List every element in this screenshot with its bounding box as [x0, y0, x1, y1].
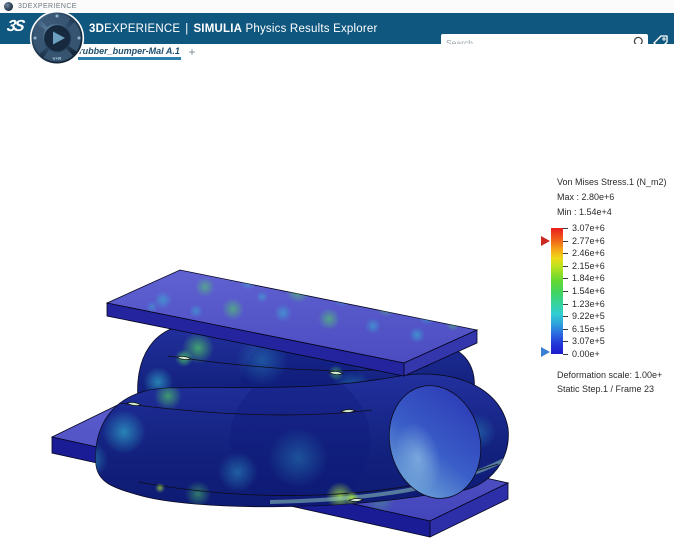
tick-label: 1.54e+6	[572, 286, 605, 296]
play-icon	[53, 31, 65, 45]
tick-label: 1.23e+6	[572, 299, 605, 309]
tab-bar: rubber_bumper-Mal A.1 +	[0, 44, 674, 60]
os-title-bar: 3DEXPERIENCE	[0, 0, 674, 13]
deformation-scale-label: Deformation scale: 1.00e+	[557, 370, 663, 380]
3d-viewport[interactable]: Von Mises Stress.1 (N_m2) Max : 2.80e+6 …	[0, 60, 674, 559]
app-header: 3S 3D EXPERIENCE | SIMULIA Physics Results …	[0, 13, 674, 51]
min-marker-icon	[541, 347, 550, 357]
new-tab-button[interactable]: +	[188, 45, 196, 59]
product-bold: SIMULIA	[193, 22, 243, 35]
tick-label: 1.84e+6	[572, 273, 605, 283]
tick-label: 0.00e+	[572, 349, 600, 359]
tick-label: 2.77e+6	[572, 236, 605, 246]
lower-rubber-end-cap	[388, 385, 482, 499]
colorbar-tick: 1.23e+6	[563, 299, 605, 309]
tab-rubber-bumper[interactable]: rubber_bumper-Mal A.1	[78, 44, 181, 60]
colorbar-tick: 2.15e+6	[563, 261, 605, 271]
bumper-model	[50, 269, 510, 538]
legend-max: Max : 2.80e+6	[557, 192, 615, 202]
colorbar-tick: 3.07e+6	[563, 223, 605, 233]
compass-widget[interactable]: V+R	[29, 10, 85, 66]
colorbar-tick: 6.15e+5	[563, 324, 605, 334]
stress-colorbar	[551, 228, 563, 354]
tick-label: 3.07e+5	[572, 336, 605, 346]
colorbar-tick: 2.77e+6	[563, 236, 605, 246]
colorbar-tick: 1.54e+6	[563, 286, 605, 296]
app-title: 3D EXPERIENCE | SIMULIA Physics Results Exp…	[89, 13, 378, 44]
dassault-3ds-logo-icon: 3S	[5, 18, 25, 35]
tick-label: 9.22e+5	[572, 311, 605, 321]
tab-label: rubber_bumper-Mal A.1	[79, 45, 180, 56]
colorbar-tick: 1.84e+6	[563, 273, 605, 283]
colorbar-tick: 9.22e+5	[563, 311, 605, 321]
lower-rubber	[95, 373, 509, 508]
colorbar-tick: 0.00e+	[563, 349, 600, 359]
title-separator: |	[185, 22, 189, 35]
tick-label: 2.46e+6	[572, 248, 605, 258]
tick-label: 6.15e+5	[572, 324, 605, 334]
tick-label: 3.07e+6	[572, 223, 605, 233]
top-plate	[105, 269, 479, 377]
brand-rest: EXPERIENCE	[104, 22, 181, 35]
product-rest: Physics Results Explorer	[242, 22, 378, 35]
compass-mini-icon	[4, 2, 13, 11]
os-app-label: 3DEXPERIENCE	[18, 3, 77, 10]
step-frame-label: Static Step.1 / Frame 23	[557, 384, 655, 394]
colorbar-tick: 2.46e+6	[563, 248, 605, 258]
compass-vr-label: V+R	[53, 56, 63, 61]
brand-bold: 3D	[89, 22, 105, 35]
tick-label: 2.15e+6	[572, 261, 605, 271]
legend-min: Min : 1.54e+4	[557, 207, 612, 217]
colorbar-tick: 3.07e+5	[563, 336, 605, 346]
legend-title: Von Mises Stress.1 (N_m2)	[557, 177, 667, 187]
max-marker-icon	[541, 236, 550, 246]
